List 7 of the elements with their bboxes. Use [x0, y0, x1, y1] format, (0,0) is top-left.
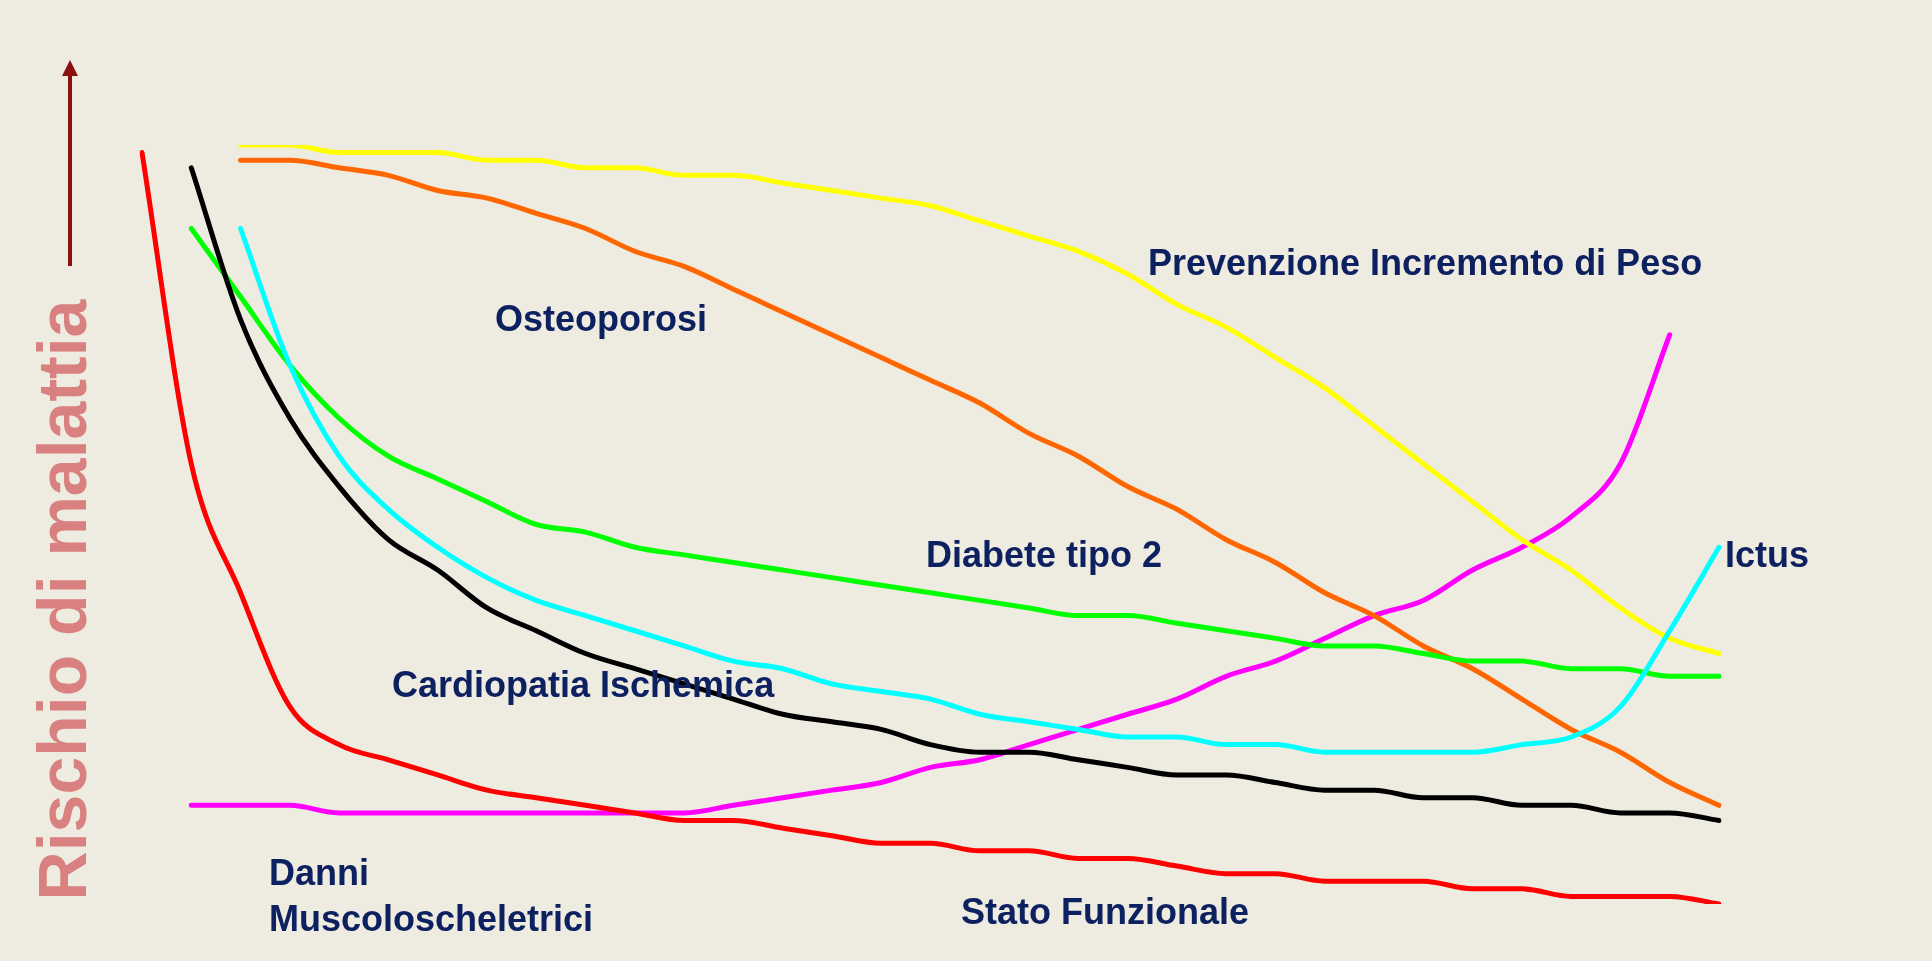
- annotation: Danni Muscoloscheletrici: [269, 851, 594, 941]
- annotation: Osteoporosi: [495, 297, 708, 341]
- annotation: Diabete tipo 2: [926, 533, 1163, 577]
- y-axis-title: Rischio di malattia: [23, 299, 101, 901]
- annotation: Prevenzione Incremento di Peso: [1148, 241, 1703, 285]
- annotation: Ictus: [1725, 533, 1810, 577]
- annotation: Stato Funzionale: [961, 890, 1249, 934]
